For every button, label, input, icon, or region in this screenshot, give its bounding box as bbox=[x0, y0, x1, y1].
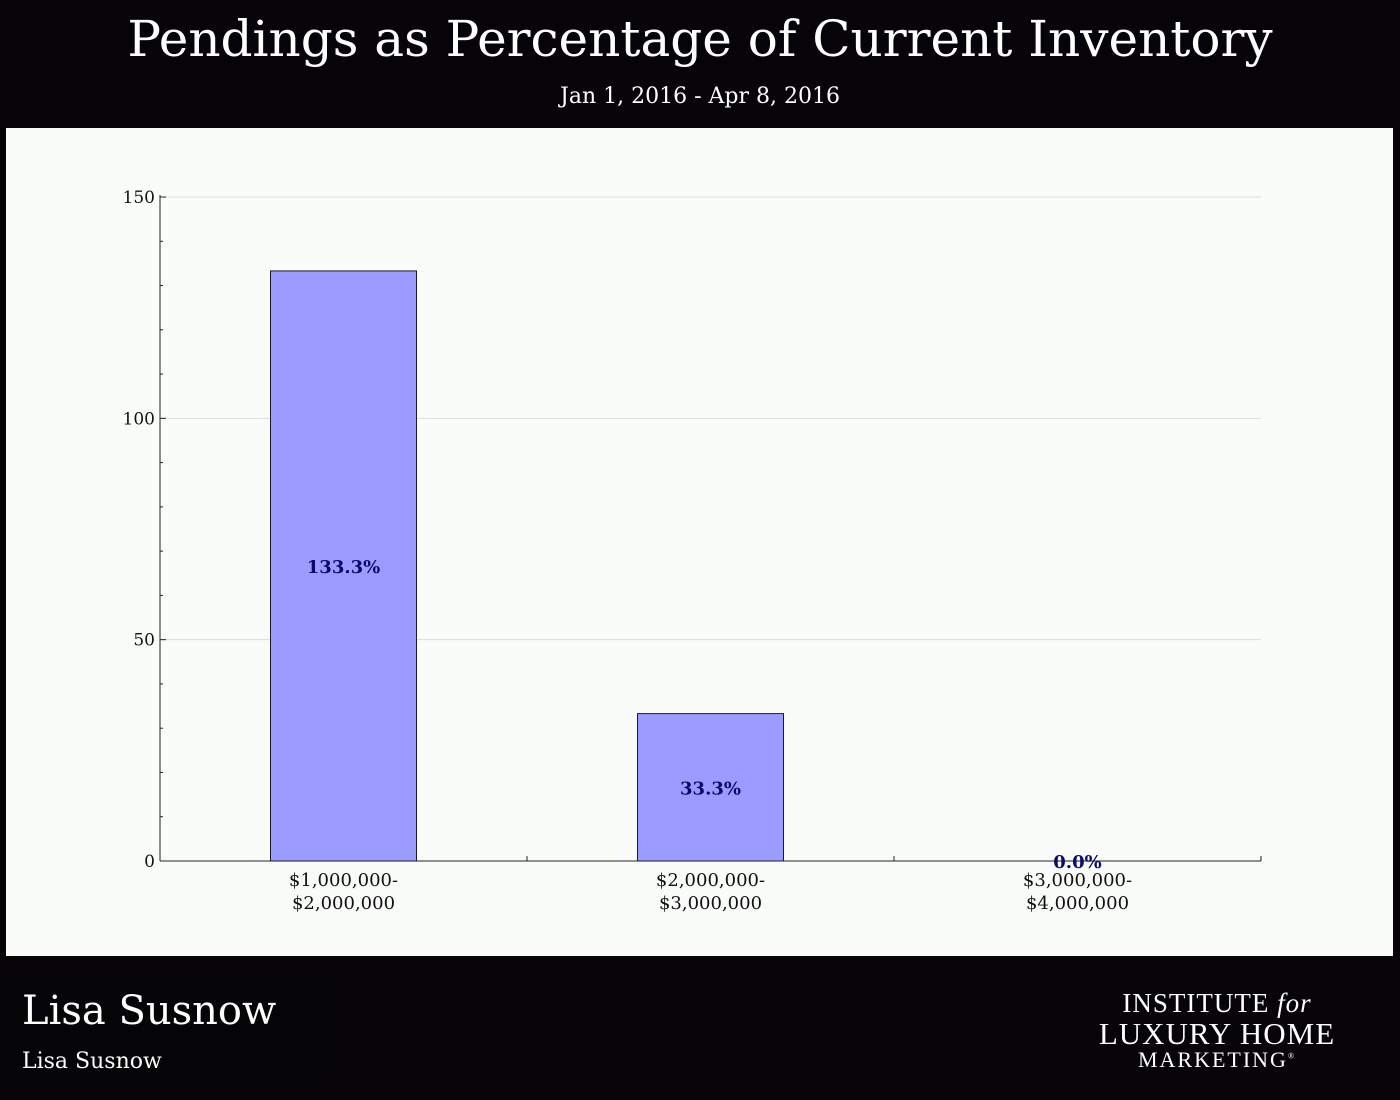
logo-line3: MARKETING bbox=[1137, 1047, 1288, 1072]
x-category-label: $3,000,000 bbox=[659, 893, 762, 914]
x-category-label: $2,000,000- bbox=[656, 870, 765, 891]
bar-data-label: 33.3% bbox=[680, 778, 741, 799]
agent-subtitle: Lisa Susnow bbox=[22, 1049, 162, 1074]
chart-panel: 0 50 100 150 133.3% $1,000,000- $2,000,000 33.3… bbox=[6, 128, 1393, 956]
chart-title: Pendings as Percentage of Current Invent… bbox=[127, 10, 1273, 68]
logo-line1-italic: for bbox=[1277, 988, 1312, 1018]
bar bbox=[270, 270, 417, 862]
logo-line1: INSTITUTE bbox=[1122, 988, 1270, 1018]
y-tick-label: 150 bbox=[123, 188, 155, 208]
bar bbox=[637, 713, 784, 862]
bar-chart: 0 50 100 150 133.3% $1,000,000-$2,000,000 33.3… bbox=[123, 188, 1262, 914]
bar-data-label: 0.0% bbox=[1053, 852, 1101, 873]
logo-registered-mark: ® bbox=[1287, 1051, 1297, 1061]
x-category-label: $1,000,000- bbox=[289, 870, 398, 891]
agent-name: Lisa Susnow bbox=[22, 988, 277, 1034]
chart-subtitle: Jan 1, 2016 - Apr 8, 2016 bbox=[560, 84, 840, 109]
y-tick-label: 50 bbox=[133, 631, 155, 651]
x-category-label: $4,000,000 bbox=[1026, 893, 1129, 914]
logo-line2: LUXURY HOME bbox=[1098, 1016, 1336, 1051]
institute-logo: INSTITUTE for LUXURY HOME MARKETING® bbox=[1082, 990, 1352, 1071]
x-category-label: $2,000,000 bbox=[292, 893, 395, 914]
x-category-label: $3,000,000- bbox=[1023, 870, 1132, 891]
agent-box bbox=[0, 978, 330, 1078]
bar-data-label: 133.3% bbox=[307, 557, 380, 578]
y-tick-label: 100 bbox=[123, 409, 155, 429]
y-tick-label: 0 bbox=[144, 852, 155, 872]
